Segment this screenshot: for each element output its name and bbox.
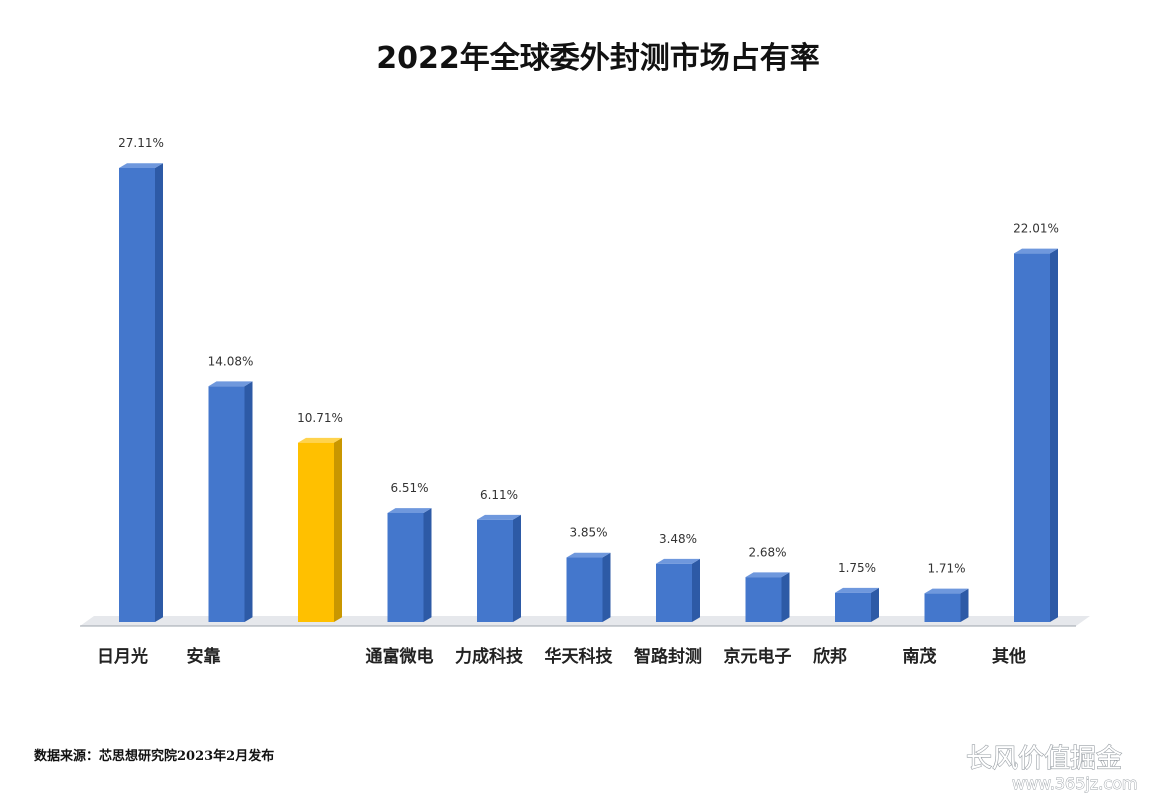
- bar-front-5: [566, 557, 603, 622]
- value-label-10: 22.01%: [1013, 222, 1059, 236]
- watermark-text: 长风价值掘金: [966, 744, 1122, 774]
- bar-10: [1014, 248, 1058, 622]
- bar-4: [477, 514, 521, 622]
- bar-8: [835, 587, 879, 622]
- category-label-5: 华天科技: [545, 646, 614, 667]
- category-label-4: 力成科技: [455, 646, 524, 667]
- bar-side-3: [423, 508, 432, 622]
- category-label-8: 欣邦: [813, 646, 847, 667]
- bar-front-9: [924, 593, 961, 622]
- bar-0: [119, 163, 163, 622]
- category-label-7: 京元电子: [724, 646, 792, 667]
- bar-side-7: [781, 572, 790, 622]
- bar-front-4: [477, 519, 513, 622]
- value-label-1: 14.08%: [208, 354, 254, 368]
- bar-top-2: [298, 437, 342, 443]
- bar-7: [745, 572, 790, 622]
- bar-9: [924, 588, 969, 622]
- bar-side-10: [1050, 248, 1058, 622]
- watermark-url: www.365jz.com: [1012, 774, 1138, 793]
- bar-side-5: [602, 552, 611, 622]
- category-labels-group: 日月光 安靠 通富微电 力成科技 华天科技 智路封测 京元电子 欣邦 南茂 其他: [97, 646, 1026, 667]
- value-labels-group: 27.11% 14.08% 10.71% 6.51% 6.11% 3.85% 3.48% 2.…: [118, 136, 1059, 575]
- bar-top-9: [924, 588, 969, 594]
- bar-2: [298, 437, 342, 622]
- bar-front-7: [745, 577, 782, 622]
- bar-front-0: [119, 168, 155, 622]
- value-label-2: 10.71%: [297, 411, 343, 425]
- bar-top-0: [119, 163, 163, 168]
- category-label-3: 通富微电: [366, 646, 434, 667]
- chart-title: 2022年全球委外封测市场占有率: [376, 41, 820, 76]
- value-label-3: 6.51%: [390, 481, 428, 495]
- bar-top-10: [1014, 248, 1058, 254]
- value-label-0: 27.11%: [118, 136, 164, 150]
- value-label-9: 1.71%: [927, 562, 965, 576]
- bar-front-10: [1014, 253, 1050, 622]
- category-label-0: 日月光: [97, 646, 148, 667]
- bar-side-9: [960, 588, 969, 622]
- bar-top-8: [835, 587, 879, 593]
- bar-3: [387, 508, 432, 622]
- bar-5: [566, 552, 611, 622]
- category-label-10: 其他: [992, 646, 1026, 667]
- bar-top-3: [387, 508, 432, 513]
- bar-front-2: [298, 442, 334, 622]
- bar-side-2: [334, 437, 342, 622]
- bar-side-4: [513, 514, 521, 622]
- bar-top-4: [477, 514, 521, 520]
- bar-side-8: [871, 587, 879, 622]
- category-label-1: 安靠: [187, 646, 221, 667]
- category-label-9: 南茂: [903, 646, 937, 667]
- bar-side-0: [155, 163, 163, 622]
- bar-top-6: [656, 558, 700, 564]
- bar-side-6: [692, 558, 700, 622]
- bar-top-5: [566, 552, 611, 558]
- source-note: 数据来源：芯思想研究院2023年2月发布: [34, 748, 274, 764]
- value-label-8: 1.75%: [838, 561, 876, 575]
- bar-6: [656, 558, 700, 622]
- bars-group: [119, 163, 1058, 622]
- value-label-4: 6.11%: [480, 488, 518, 502]
- value-label-7: 2.68%: [748, 545, 786, 559]
- value-label-5: 3.85%: [569, 526, 607, 540]
- bar-front-8: [835, 592, 871, 622]
- category-label-6: 智路封测: [634, 646, 702, 667]
- bar-top-7: [745, 572, 790, 578]
- bar-1: [208, 381, 253, 622]
- value-label-6: 3.48%: [659, 532, 697, 546]
- bar-top-1: [208, 381, 253, 387]
- bar-side-1: [244, 381, 253, 622]
- bar-front-6: [656, 563, 692, 622]
- bar-front-3: [387, 512, 424, 622]
- bar-front-1: [208, 386, 245, 622]
